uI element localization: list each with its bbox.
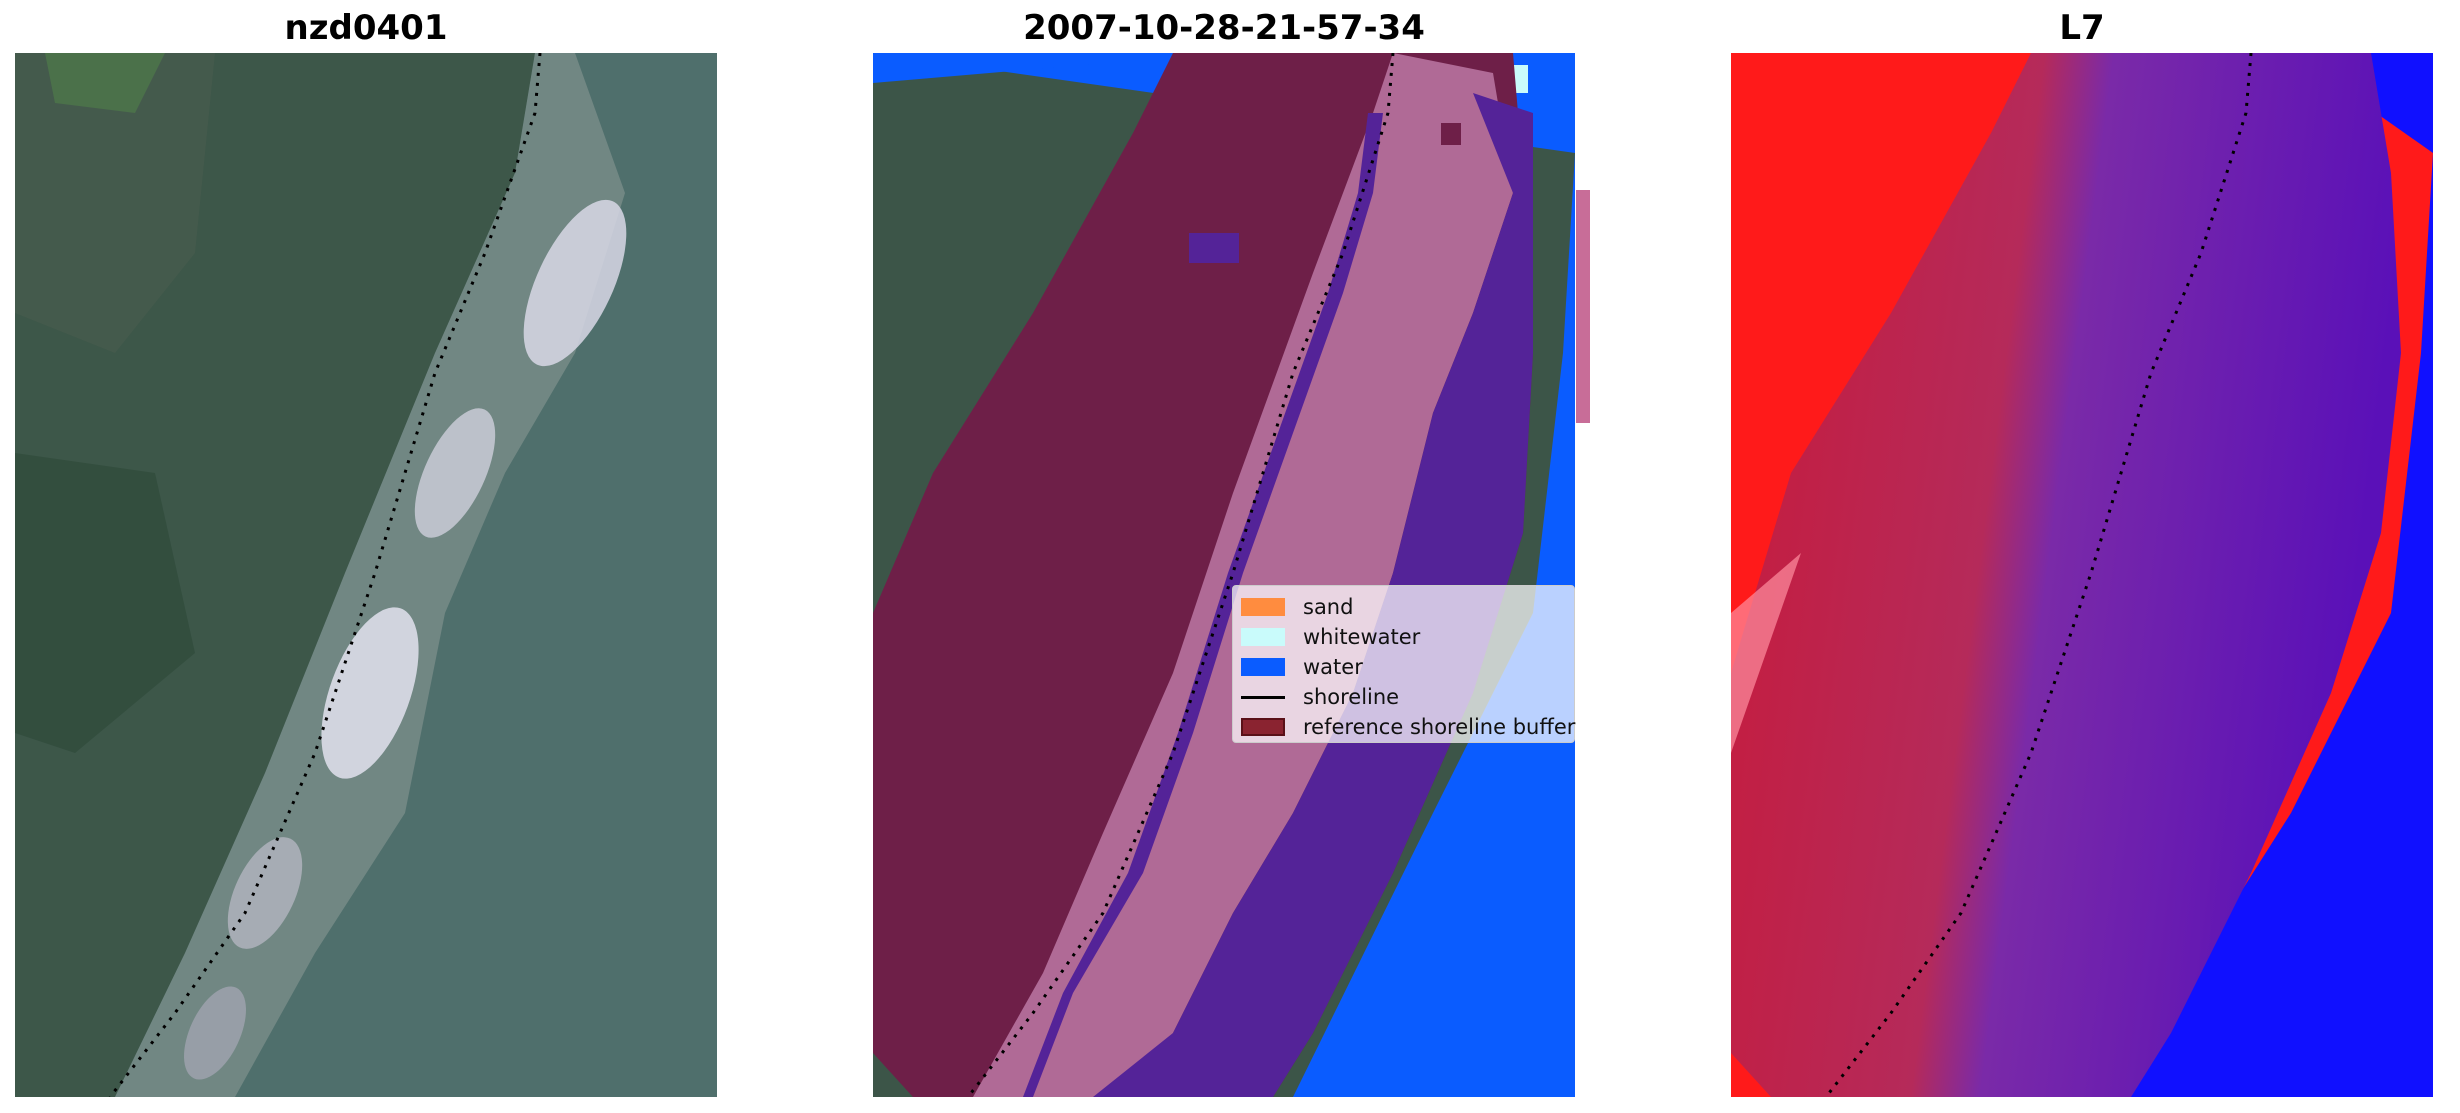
classified-image (873, 53, 1575, 1097)
shoreline-line (1824, 53, 2253, 1097)
legend-item-shoreline: shoreline (1241, 682, 1566, 712)
legend-swatch-water (1241, 658, 1285, 676)
legend-swatch-reference-shoreline-buffer (1241, 718, 1285, 736)
panel-title-rgb: nzd0401 (284, 8, 448, 48)
buffer-edge-strip (1576, 190, 1590, 423)
legend: sand whitewater water shoreline referenc… (1232, 585, 1575, 743)
legend-item-reference-shoreline-buffer: reference shoreline buffer (1241, 712, 1575, 742)
legend-item-whitewater: whitewater (1241, 622, 1566, 652)
legend-swatch-sand (1241, 598, 1285, 616)
legend-swatch-whitewater (1241, 628, 1285, 646)
rgb-satellite-image (15, 53, 717, 1097)
l7-index-image (1731, 53, 2433, 1097)
classified-image-panel (873, 53, 1575, 1097)
legend-item-water: water (1241, 652, 1566, 682)
shoreline-line (966, 53, 1395, 1097)
panel-title-classified: 2007-10-28-21-57-34 (1023, 8, 1425, 48)
legend-swatch-shoreline (1241, 695, 1285, 699)
panel-title-l7: L7 (2059, 8, 2105, 48)
legend-item-sand: sand (1241, 592, 1566, 622)
rgb-image-panel (15, 53, 717, 1097)
l7-image-panel (1731, 53, 2433, 1097)
